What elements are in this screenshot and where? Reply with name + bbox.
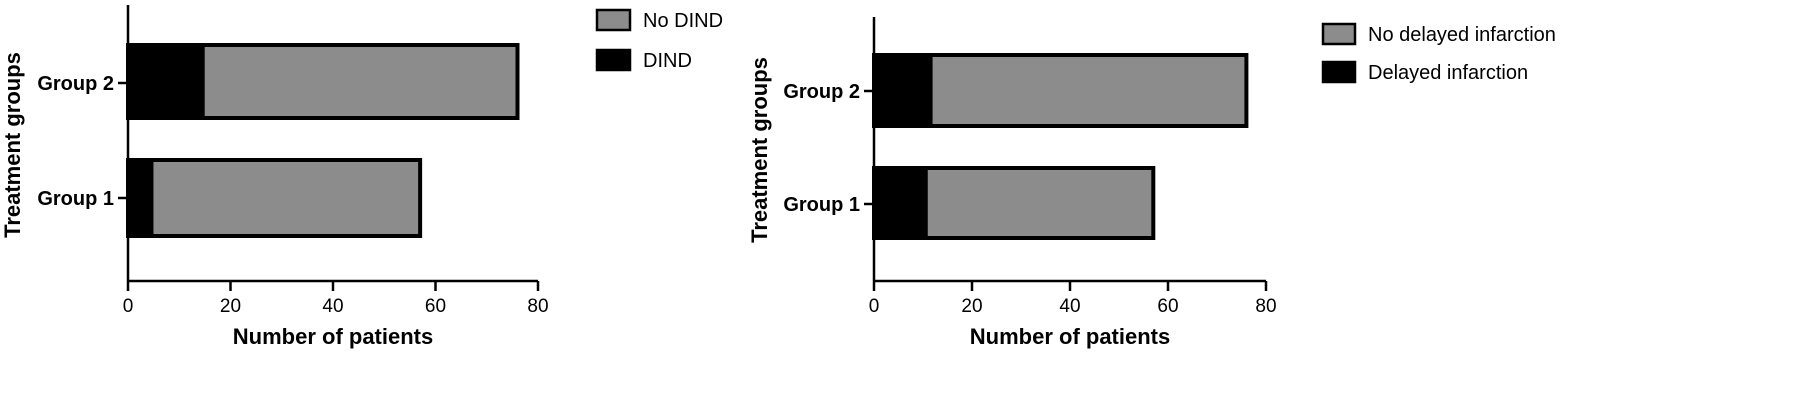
chart-2-category-label: Group 1: [783, 194, 860, 216]
chart-1-category-label: Group 2: [37, 73, 114, 95]
chart-2-x-tick-label: 0: [869, 296, 880, 317]
chart-1-bar-group-2-dind: [128, 45, 205, 118]
legend-swatch-no-dind: [595, 8, 632, 32]
chart-2-legend: No delayed infarction Delayed infarction: [1321, 22, 1556, 84]
chart-1-bar-group-2-no-dind: [204, 45, 518, 118]
chart-2-y-axis-title: Treatment groups: [747, 57, 772, 243]
legend-label-no-delayed-infarction: No delayed infarction: [1368, 24, 1556, 46]
chart-2: Group 2 Group 1 0 20 40 60 80 Number of …: [747, 17, 1556, 349]
legend-label-dind: DIND: [643, 50, 692, 72]
legend-label-no-dind: No DIND: [643, 10, 723, 32]
legend-label-delayed-infarction: Delayed infarction: [1368, 62, 1528, 84]
chart-1-x-tick-label: 80: [527, 296, 548, 317]
chart-1-x-tick-label: 60: [425, 296, 446, 317]
chart-2-x-tick-label: 40: [1059, 296, 1080, 317]
chart-2-bar-group-2-no-delayed-infarction: [932, 55, 1247, 126]
chart-2-bar-group-1-delayed-infarction: [874, 168, 928, 238]
chart-2-bar-group-1-no-delayed-infarction: [927, 168, 1154, 238]
chart-2-bars: [872, 53, 1249, 240]
chart-1-bar-group-1-no-dind: [153, 160, 421, 236]
chart-1-x-axis-title: Number of patients: [233, 324, 433, 349]
legend-swatch-delayed-infarction: [1321, 60, 1357, 84]
chart-2-bar-group-2-delayed-infarction: [874, 55, 933, 126]
chart-2-x-tick-label: 80: [1255, 296, 1276, 317]
chart-1-x-tick-label: 0: [123, 296, 134, 317]
chart-2-x-tick-label: 20: [961, 296, 982, 317]
chart-1-bars: [126, 43, 520, 238]
chart-2-x-tick-label: 60: [1157, 296, 1178, 317]
chart-2-category-label: Group 2: [783, 81, 860, 103]
chart-1-bar-group-1-dind: [128, 160, 154, 236]
chart-1-category-label: Group 1: [37, 188, 114, 210]
chart-1-x-tick-label: 20: [220, 296, 241, 317]
legend-swatch-dind: [595, 48, 632, 72]
chart-1-y-axis-title: Treatment groups: [0, 52, 25, 238]
chart-1: Group 2 Group 1 0 20 40 60 80 Number of …: [0, 5, 723, 349]
legend-swatch-no-delayed-infarction: [1321, 22, 1357, 46]
chart-2-x-axis-title: Number of patients: [970, 324, 1170, 349]
chart-1-x-tick-label: 40: [322, 296, 343, 317]
chart-1-legend: No DIND DIND: [595, 8, 723, 72]
